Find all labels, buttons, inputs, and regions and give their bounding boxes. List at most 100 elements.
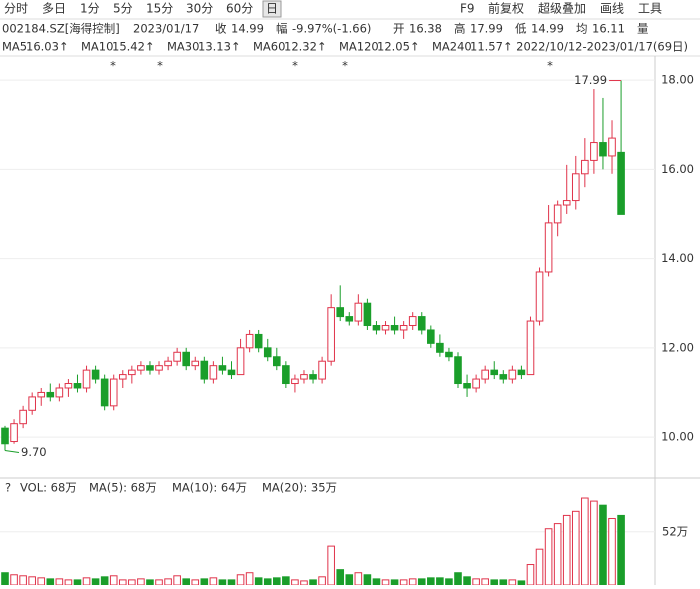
- candle-body: [617, 151, 625, 215]
- period-tab[interactable]: 分时: [4, 2, 28, 16]
- candle-body: [508, 369, 517, 380]
- candle-body: [273, 356, 281, 367]
- quote-change: -9.97%(-1.66): [292, 22, 371, 36]
- candle-body: [499, 374, 508, 380]
- candle-body: [363, 302, 372, 327]
- candle-body: [82, 369, 91, 389]
- volume-bar: [590, 500, 598, 586]
- period-tab[interactable]: 1分: [80, 2, 100, 16]
- volume-bar: [236, 574, 245, 586]
- candle-body: [218, 365, 227, 371]
- volume-bar: [354, 572, 363, 586]
- quote-symbol: 002184.SZ[海得控制]: [2, 22, 120, 36]
- ma-name: MA60: [253, 40, 285, 54]
- volume-bar: [73, 579, 82, 586]
- volume-bar: [390, 579, 399, 586]
- candle-body: [408, 316, 417, 327]
- candle-body: [517, 369, 526, 376]
- volume-bar: [608, 517, 616, 586]
- candle-body: [553, 204, 562, 224]
- period-tab[interactable]: 5分: [113, 2, 133, 16]
- volume-bar: [508, 579, 517, 586]
- volume-stat: MA(5): 68万: [89, 481, 157, 495]
- period-tab[interactable]: 日: [266, 2, 278, 16]
- ma-name: MA5: [2, 40, 27, 54]
- markers: * * * * *: [110, 59, 553, 73]
- volume-bar: [46, 578, 55, 586]
- candle-body: [599, 142, 607, 157]
- volume-bar: [209, 577, 218, 586]
- volume-bar: [581, 497, 589, 586]
- volume-bar: [318, 576, 326, 586]
- star: *: [547, 59, 553, 73]
- candle-body: [381, 325, 390, 331]
- volume-header: VOL: 68万 MA(5): 68万 MA(10): 64万 MA(20): 35万: [20, 481, 337, 495]
- collapse-icon[interactable]: ?: [5, 481, 11, 495]
- period-tab[interactable]: 60分: [226, 2, 253, 16]
- volume-bar: [282, 576, 290, 586]
- volume-bar: [553, 523, 562, 586]
- candle-body: [345, 316, 354, 322]
- candle-body: [227, 369, 236, 376]
- volume-bar: [535, 548, 544, 586]
- volume-stat: MA(10): 64万: [172, 481, 247, 495]
- volume-bar: [427, 577, 435, 586]
- tool-button[interactable]: 超级叠加: [538, 1, 586, 16]
- volume-bar: [118, 579, 127, 586]
- candle-body: [55, 387, 64, 398]
- candle-body: [526, 320, 535, 376]
- y-tick-label: 10.00: [661, 430, 694, 444]
- candle-body: [436, 342, 444, 353]
- ma-name: MA30: [167, 40, 199, 54]
- period-tab[interactable]: 30分: [186, 2, 213, 16]
- y-tick-label: 18.00: [661, 73, 694, 87]
- period-tab[interactable]: 15分: [146, 2, 173, 16]
- candle-body: [282, 365, 290, 385]
- tool-button[interactable]: 工具: [638, 2, 662, 16]
- volume-bar: [445, 578, 453, 586]
- volume-bar: [472, 578, 480, 586]
- volume-bar: [517, 580, 526, 586]
- volume-bar: [345, 574, 354, 586]
- volume-bar: [155, 579, 163, 586]
- y-tick-label: 16.00: [661, 162, 694, 176]
- volume-bar: [182, 578, 190, 586]
- tool-button[interactable]: 前复权: [488, 1, 524, 16]
- ma-value: 12.32↑: [284, 40, 327, 54]
- quote-row: 002184.SZ[海得控制] 2023/01/17 收 14.99 幅 -9.97%(-…: [2, 22, 649, 36]
- candle-body: [490, 369, 499, 376]
- quote-open: 16.38: [409, 22, 442, 36]
- candle-body: [336, 307, 345, 318]
- star: *: [342, 59, 348, 73]
- toolbar: 分时 多日 1分 5分 15分 30分 60分日 F9 前复权 超级叠加 画线 工具: [4, 0, 662, 18]
- period-tab[interactable]: 多日: [42, 2, 66, 16]
- candle-body: [327, 307, 335, 362]
- tool-button[interactable]: F9: [460, 2, 475, 16]
- candle-body: [571, 173, 580, 202]
- candle-body: [291, 378, 299, 385]
- volume-bar: [436, 577, 444, 586]
- candle-body: [236, 347, 245, 376]
- volume-bar: [91, 578, 100, 586]
- volume-bar: [200, 578, 209, 586]
- candle-body: [191, 360, 200, 367]
- candle-body: [399, 325, 408, 331]
- quote-high: 17.99: [470, 22, 503, 36]
- candle-body: [128, 369, 136, 376]
- y-tick-label: 14.00: [661, 251, 694, 265]
- volume-bar: [399, 579, 408, 586]
- volume-bar: [309, 579, 317, 586]
- volume-stat: MA(20): 35万: [262, 481, 337, 495]
- volume-bar: [300, 580, 308, 586]
- volume-bar: [55, 578, 64, 586]
- candle-body: [73, 383, 82, 389]
- tool-button[interactable]: 画线: [600, 2, 624, 16]
- ma-name: MA10: [81, 40, 113, 54]
- candle-body: [254, 333, 263, 349]
- volume-bar: [490, 579, 499, 586]
- quote-low: 14.99: [531, 22, 564, 36]
- candle-body: [427, 329, 435, 344]
- candle-body: [10, 423, 18, 443]
- volume-bar: [28, 576, 36, 586]
